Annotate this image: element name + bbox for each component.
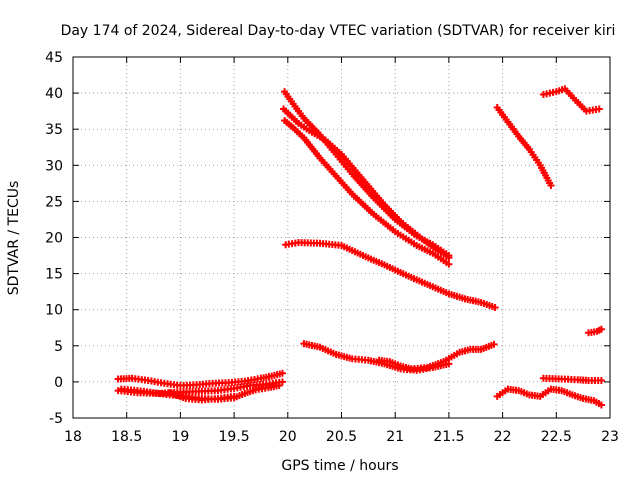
- series-arc-k: [493, 104, 555, 190]
- x-tick-label: 20: [279, 429, 297, 445]
- grid-layer: [73, 57, 610, 418]
- x-tick-label: 22.5: [541, 429, 572, 445]
- data-point: [445, 254, 453, 262]
- data-point: [278, 369, 286, 377]
- data-point: [491, 304, 499, 312]
- y-tick-label: 45: [45, 50, 63, 66]
- y-tick-label: 10: [45, 303, 63, 319]
- x-tick-label: 20.5: [326, 429, 357, 445]
- y-tick-label: 20: [45, 231, 63, 247]
- series-arc-e: [281, 88, 453, 260]
- series-arc-m: [585, 325, 605, 337]
- marks-layer: [114, 85, 605, 409]
- series-arc-h: [282, 239, 499, 312]
- y-tick-label: 30: [45, 158, 63, 174]
- data-point: [490, 340, 498, 348]
- x-tick-label: 19: [171, 429, 189, 445]
- series-arc-g: [280, 105, 453, 262]
- y-tick-label: 15: [45, 267, 63, 283]
- series-arc-a: [114, 369, 286, 390]
- x-tick-label: 22: [494, 429, 512, 445]
- x-tick-label: 21.5: [433, 429, 464, 445]
- data-point: [595, 105, 603, 113]
- chart-title: Day 174 of 2024, Sidereal Day-to-day VTE…: [61, 23, 616, 39]
- data-point: [597, 376, 605, 384]
- data-point: [597, 401, 605, 409]
- data-point: [230, 392, 238, 400]
- x-tick-label: 23: [601, 429, 619, 445]
- x-tick-label: 21: [386, 429, 404, 445]
- data-point: [445, 260, 453, 268]
- y-tick-label: 40: [45, 86, 63, 102]
- y-tick-label: 25: [45, 194, 63, 210]
- data-point: [597, 325, 605, 333]
- y-tick-label: 35: [45, 122, 63, 138]
- data-point: [547, 182, 555, 190]
- series-arc-n: [493, 385, 605, 409]
- x-tick-label: 19.5: [219, 429, 250, 445]
- series-arc-f: [281, 117, 453, 268]
- tick-layer: 18 18.5 19 19.5 20 20.5 21 21.5 22 22.5 23 -5 0 5 10 15…: [45, 50, 619, 445]
- series-arc-o: [539, 374, 605, 384]
- data-point: [278, 378, 286, 386]
- series-arc-d: [166, 389, 238, 404]
- x-tick-label: 18: [64, 429, 82, 445]
- y-tick-label: -5: [49, 411, 63, 427]
- y-tick-label: 0: [54, 375, 63, 391]
- data-point: [275, 382, 283, 390]
- x-tick-label: 18.5: [111, 429, 142, 445]
- y-axis-title: SDTVAR / TECUs: [6, 181, 22, 296]
- series-arc-j: [375, 340, 498, 373]
- x-axis-title: GPS time / hours: [281, 458, 398, 474]
- y-tick-label: 5: [54, 339, 63, 355]
- series-arc-l: [539, 85, 603, 115]
